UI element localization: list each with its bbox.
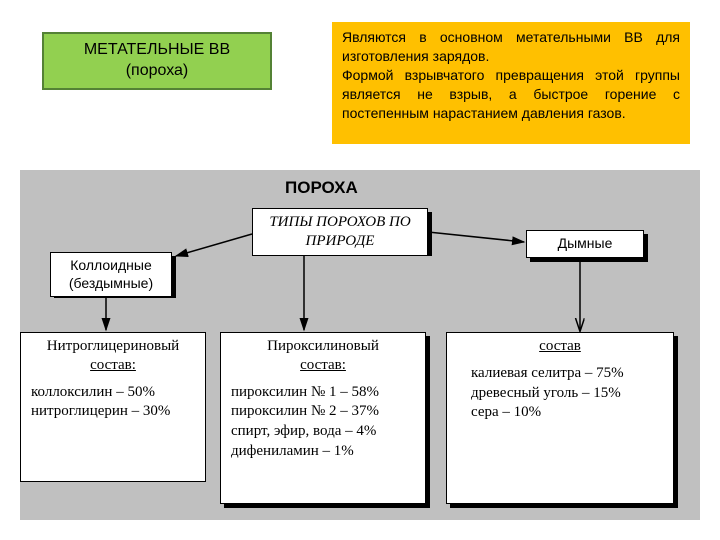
- title-box: МЕТАТЕЛЬНЫЕ ВВ(пороха): [42, 32, 272, 90]
- diagram-area: ПОРОХА ТИПЫ ПОРОХОВ ПОПРИРОДЕ Коллоидные(…: [20, 170, 700, 520]
- comp-item: древесный уголь – 15%: [471, 384, 667, 403]
- comp-subtitle: состав:: [227, 356, 419, 375]
- comp-list: калиевая селитра – 75%древесный уголь – …: [453, 364, 667, 422]
- comp-list: коллоксилин – 50%нитроглицерин – 30%: [27, 383, 199, 422]
- title-text: МЕТАТЕЛЬНЫЕ ВВ(пороха): [84, 40, 230, 82]
- comp-item: сера – 10%: [471, 403, 667, 422]
- comp-list: пироксилин № 1 – 58%пироксилин № 2 – 37%…: [227, 383, 419, 461]
- branch-label: Дымные: [558, 235, 613, 251]
- root-node: ТИПЫ ПОРОХОВ ПОПРИРОДЕ: [252, 208, 428, 256]
- comp-item: пироксилин № 2 – 37%: [231, 402, 419, 421]
- comp-content: Нитроглицериновыйсостав: коллоксилин – 50…: [27, 337, 199, 421]
- description-text: Являются в основном метательными ВВ для …: [342, 29, 680, 121]
- comp-node-0: Нитроглицериновыйсостав: коллоксилин – 50…: [20, 332, 206, 482]
- comp-subtitle: состав: [453, 337, 667, 356]
- comp-node-1: Пироксилиновыйсостав: пироксилин № 1 – 58…: [220, 332, 426, 504]
- comp-node-2: состав калиевая селитра – 75%древесный уг…: [446, 332, 674, 504]
- comp-item: нитроглицерин – 30%: [31, 402, 199, 421]
- branch-node-1: Дымные: [526, 230, 644, 258]
- comp-item: спирт, эфир, вода – 4%: [231, 422, 419, 441]
- description-box: Являются в основном метательными ВВ для …: [332, 22, 690, 144]
- diagram-title: ПОРОХА: [285, 178, 358, 198]
- comp-content: состав калиевая селитра – 75%древесный уг…: [453, 337, 667, 422]
- comp-title: Нитроглицериновый: [27, 337, 199, 356]
- comp-item: дифениламин – 1%: [231, 442, 419, 461]
- comp-title: Пироксилиновый: [227, 337, 419, 356]
- arrow-0: [176, 234, 252, 256]
- branch-label: Коллоидные(бездымные): [69, 257, 153, 291]
- comp-item: калиевая селитра – 75%: [471, 364, 667, 383]
- comp-item: коллоксилин – 50%: [31, 383, 199, 402]
- comp-content: Пироксилиновыйсостав: пироксилин № 1 – 58…: [227, 337, 419, 461]
- root-label: ТИПЫ ПОРОХОВ ПОПРИРОДЕ: [269, 214, 410, 249]
- comp-item: пироксилин № 1 – 58%: [231, 383, 419, 402]
- comp-subtitle: состав:: [27, 356, 199, 375]
- branch-node-0: Коллоидные(бездымные): [50, 252, 172, 297]
- arrow-1: [428, 232, 524, 242]
